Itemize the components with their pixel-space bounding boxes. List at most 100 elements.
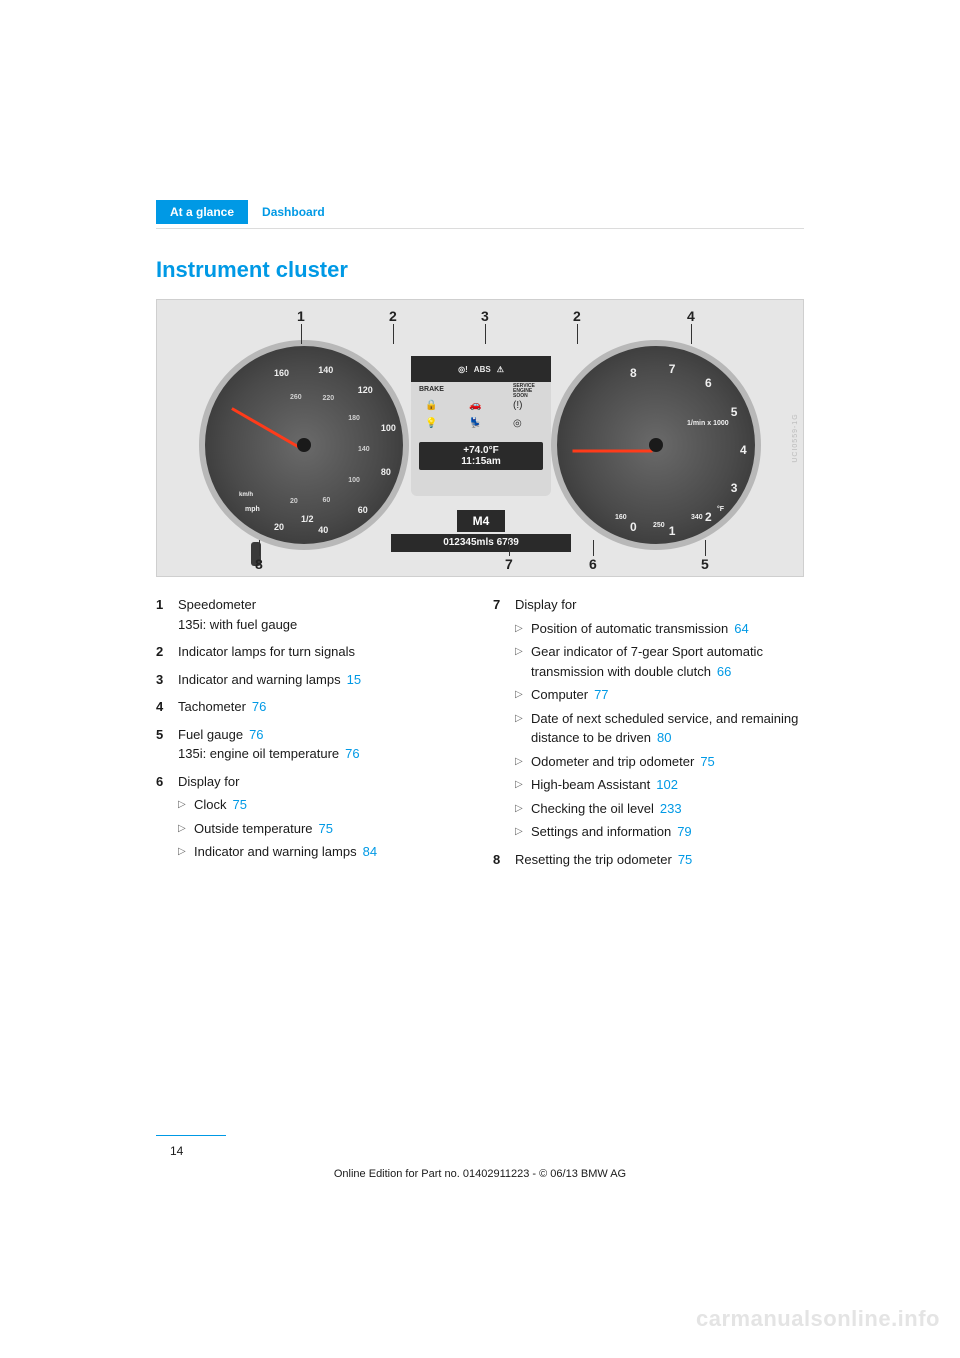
tach-tick: 8: [630, 366, 637, 380]
hub: [649, 438, 663, 452]
page-ref[interactable]: 233: [660, 801, 682, 816]
legend-num: 4: [156, 697, 178, 717]
legend-sub: ▷High-beam Assistant102: [515, 775, 804, 795]
legend-sub: ▷Indicator and warning lamps84: [178, 842, 467, 862]
page-ref[interactable]: 102: [656, 777, 678, 792]
legend-item: 4Tachometer76: [156, 697, 467, 717]
gear-indicator: M4: [457, 510, 505, 532]
triangle-icon: ▷: [515, 642, 531, 681]
triangle-icon: ▷: [515, 709, 531, 748]
page-ref[interactable]: 79: [677, 824, 691, 839]
tab-dashboard[interactable]: Dashboard: [248, 200, 339, 224]
tachometer-gauge: 0123456781/min x 1000160250340°F: [551, 340, 761, 550]
legend-sub: ▷Computer77: [515, 685, 804, 705]
page: At a glance Dashboard Instrument cluster…: [0, 0, 960, 1358]
legend-left: 1Speedometer135i: with fuel gauge 2Indica…: [156, 595, 467, 877]
legend-num: 2: [156, 642, 178, 662]
tach-tick: 5: [731, 405, 738, 419]
speedo-tick: 140: [318, 365, 333, 375]
triangle-icon: ▷: [515, 775, 531, 795]
triangle-icon: ▷: [515, 822, 531, 842]
page-ref[interactable]: 66: [717, 664, 731, 679]
odometer: 012345mls 6789: [391, 534, 571, 552]
speedo-tick: 120: [358, 385, 373, 395]
callout-6: 6: [589, 556, 597, 572]
legend-body: Indicator and warning lamps15: [178, 670, 467, 690]
tach-tick: 6: [705, 376, 712, 390]
legend-sub: ▷Clock75: [178, 795, 467, 815]
legend-body: Indicator lamps for turn signals: [178, 642, 467, 662]
legend-sub: ▷Outside temperature75: [178, 819, 467, 839]
legend-body: Display for▷Position of automatic transm…: [515, 595, 804, 842]
speedo-tick: 60: [358, 505, 368, 515]
speedo-kmh-tick: 60: [322, 497, 330, 504]
section-title: Instrument cluster: [156, 257, 804, 283]
legend-body: Fuel gauge76135i: engine oil temperature…: [178, 725, 467, 764]
legend-item: 1Speedometer135i: with fuel gauge: [156, 595, 467, 634]
page-ref[interactable]: 75: [678, 852, 692, 867]
speedo-kmh-tick: 220: [322, 395, 334, 402]
speedo-tick: 160: [274, 368, 289, 378]
tach-tick: 1: [669, 524, 676, 538]
tach-tick: 0: [630, 520, 637, 534]
page-ref[interactable]: 84: [363, 844, 377, 859]
tach-tick: 4: [740, 443, 747, 457]
legend-item: 3Indicator and warning lamps15: [156, 670, 467, 690]
warning-strip: ◎!ABS⚠: [411, 356, 551, 382]
triangle-icon: ▷: [178, 819, 194, 839]
speedo-tick: 40: [318, 525, 328, 535]
page-ref[interactable]: 75: [700, 754, 714, 769]
info-display: +74.0°F11:15am: [419, 442, 543, 470]
page-ref[interactable]: 77: [594, 687, 608, 702]
legend-num: 3: [156, 670, 178, 690]
tab-at-a-glance[interactable]: At a glance: [156, 200, 248, 224]
legend-sub: ▷Odometer and trip odometer75: [515, 752, 804, 772]
triangle-icon: ▷: [178, 795, 194, 815]
page-ref[interactable]: 75: [319, 821, 333, 836]
legend-num: 7: [493, 595, 515, 842]
figure-id: UCI0559-1G: [792, 413, 799, 462]
legend-body: Speedometer135i: with fuel gauge: [178, 595, 467, 634]
legend-sub: ▷Checking the oil level233: [515, 799, 804, 819]
tach-tick: 3: [731, 481, 738, 495]
speedo-kmh-tick: 180: [348, 415, 360, 422]
triangle-icon: ▷: [515, 619, 531, 639]
legend-item: 7Display for▷Position of automatic trans…: [493, 595, 804, 842]
legend-sub: ▷Gear indicator of 7-gear Sport automati…: [515, 642, 804, 681]
callout-1: 1: [297, 308, 305, 324]
speedo-kmh-tick: 100: [348, 477, 360, 484]
speedo-kmh-tick: 140: [358, 446, 370, 453]
tach-label: 1/min x 1000: [687, 420, 729, 427]
page-ref[interactable]: 75: [233, 797, 247, 812]
speedometer-gauge: 2040608010012014016020601001401802202601…: [199, 340, 409, 550]
callout-7: 7: [505, 556, 513, 572]
legend-num: 6: [156, 772, 178, 862]
triangle-icon: ▷: [515, 752, 531, 772]
page-ref[interactable]: 76: [252, 699, 266, 714]
legend-item: 8Resetting the trip odometer75: [493, 850, 804, 870]
legend-sub: ▷Settings and information79: [515, 822, 804, 842]
tach-tick: 7: [669, 362, 676, 376]
speedo-kmh-tick: 20: [290, 498, 298, 505]
instrument-cluster-figure: 2040608010012014016020601001401802202601…: [156, 299, 804, 577]
needle: [231, 407, 302, 450]
page-ref[interactable]: 76: [249, 727, 263, 742]
center-panel: ◎!ABS⚠BRAKESERVICE ENGINE SOON🔒🚗(!)💡💺◎+7…: [411, 356, 551, 496]
triangle-icon: ▷: [178, 842, 194, 862]
legend-item: 6Display for▷Clock75▷Outside temperature…: [156, 772, 467, 862]
page-ref[interactable]: 15: [347, 672, 361, 687]
watermark: carmanualsonline.info: [696, 1306, 940, 1332]
speedo-tick: 100: [381, 423, 396, 433]
triangle-icon: ▷: [515, 685, 531, 705]
page-ref[interactable]: 76: [345, 746, 359, 761]
triangle-icon: ▷: [515, 799, 531, 819]
legend-right: 7Display for▷Position of automatic trans…: [493, 595, 804, 877]
footer-rule: [156, 1135, 226, 1136]
page-ref[interactable]: 64: [734, 621, 748, 636]
legend-num: 8: [493, 850, 515, 870]
callout-2: 2: [573, 308, 581, 324]
page-ref[interactable]: 80: [657, 730, 671, 745]
callout-4: 4: [687, 308, 695, 324]
callout-5: 5: [701, 556, 709, 572]
callout-3: 3: [481, 308, 489, 324]
